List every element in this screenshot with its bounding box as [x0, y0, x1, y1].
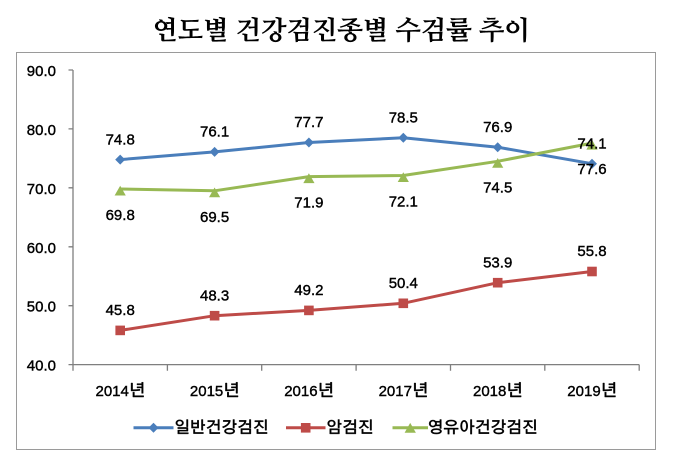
- svg-text:60.0: 60.0: [27, 240, 56, 257]
- svg-text:71.9: 71.9: [294, 195, 323, 212]
- svg-text:50.4: 50.4: [389, 275, 418, 292]
- svg-text:55.8: 55.8: [577, 243, 606, 260]
- svg-text:45.8: 45.8: [106, 302, 135, 319]
- svg-text:50.0: 50.0: [27, 299, 56, 316]
- svg-text:74.1: 74.1: [577, 135, 606, 152]
- svg-text:80.0: 80.0: [27, 122, 56, 139]
- svg-text:72.1: 72.1: [389, 194, 418, 211]
- svg-text:76.9: 76.9: [483, 119, 512, 136]
- svg-text:77.7: 77.7: [294, 114, 323, 131]
- svg-text:76.1: 76.1: [200, 124, 229, 141]
- svg-text:2014: 2014: [96, 383, 129, 400]
- svg-text:53.9: 53.9: [483, 254, 512, 271]
- svg-text:69.5: 69.5: [200, 209, 229, 226]
- svg-text:2016: 2016: [284, 383, 317, 400]
- svg-text:90.0: 90.0: [27, 63, 56, 80]
- svg-text:70.0: 70.0: [27, 181, 56, 198]
- svg-text:2017: 2017: [379, 383, 412, 400]
- svg-text:40.0: 40.0: [27, 358, 56, 375]
- svg-text:49.2: 49.2: [294, 282, 323, 299]
- svg-text:77.6: 77.6: [577, 161, 606, 178]
- svg-text:78.5: 78.5: [389, 110, 418, 127]
- svg-text:2019: 2019: [567, 383, 600, 400]
- svg-text:2015: 2015: [190, 383, 223, 400]
- svg-text:74.8: 74.8: [106, 131, 135, 148]
- svg-text:2018: 2018: [473, 383, 506, 400]
- svg-text:74.5: 74.5: [483, 179, 512, 196]
- svg-text:69.8: 69.8: [106, 207, 135, 224]
- svg-text:48.3: 48.3: [200, 287, 229, 304]
